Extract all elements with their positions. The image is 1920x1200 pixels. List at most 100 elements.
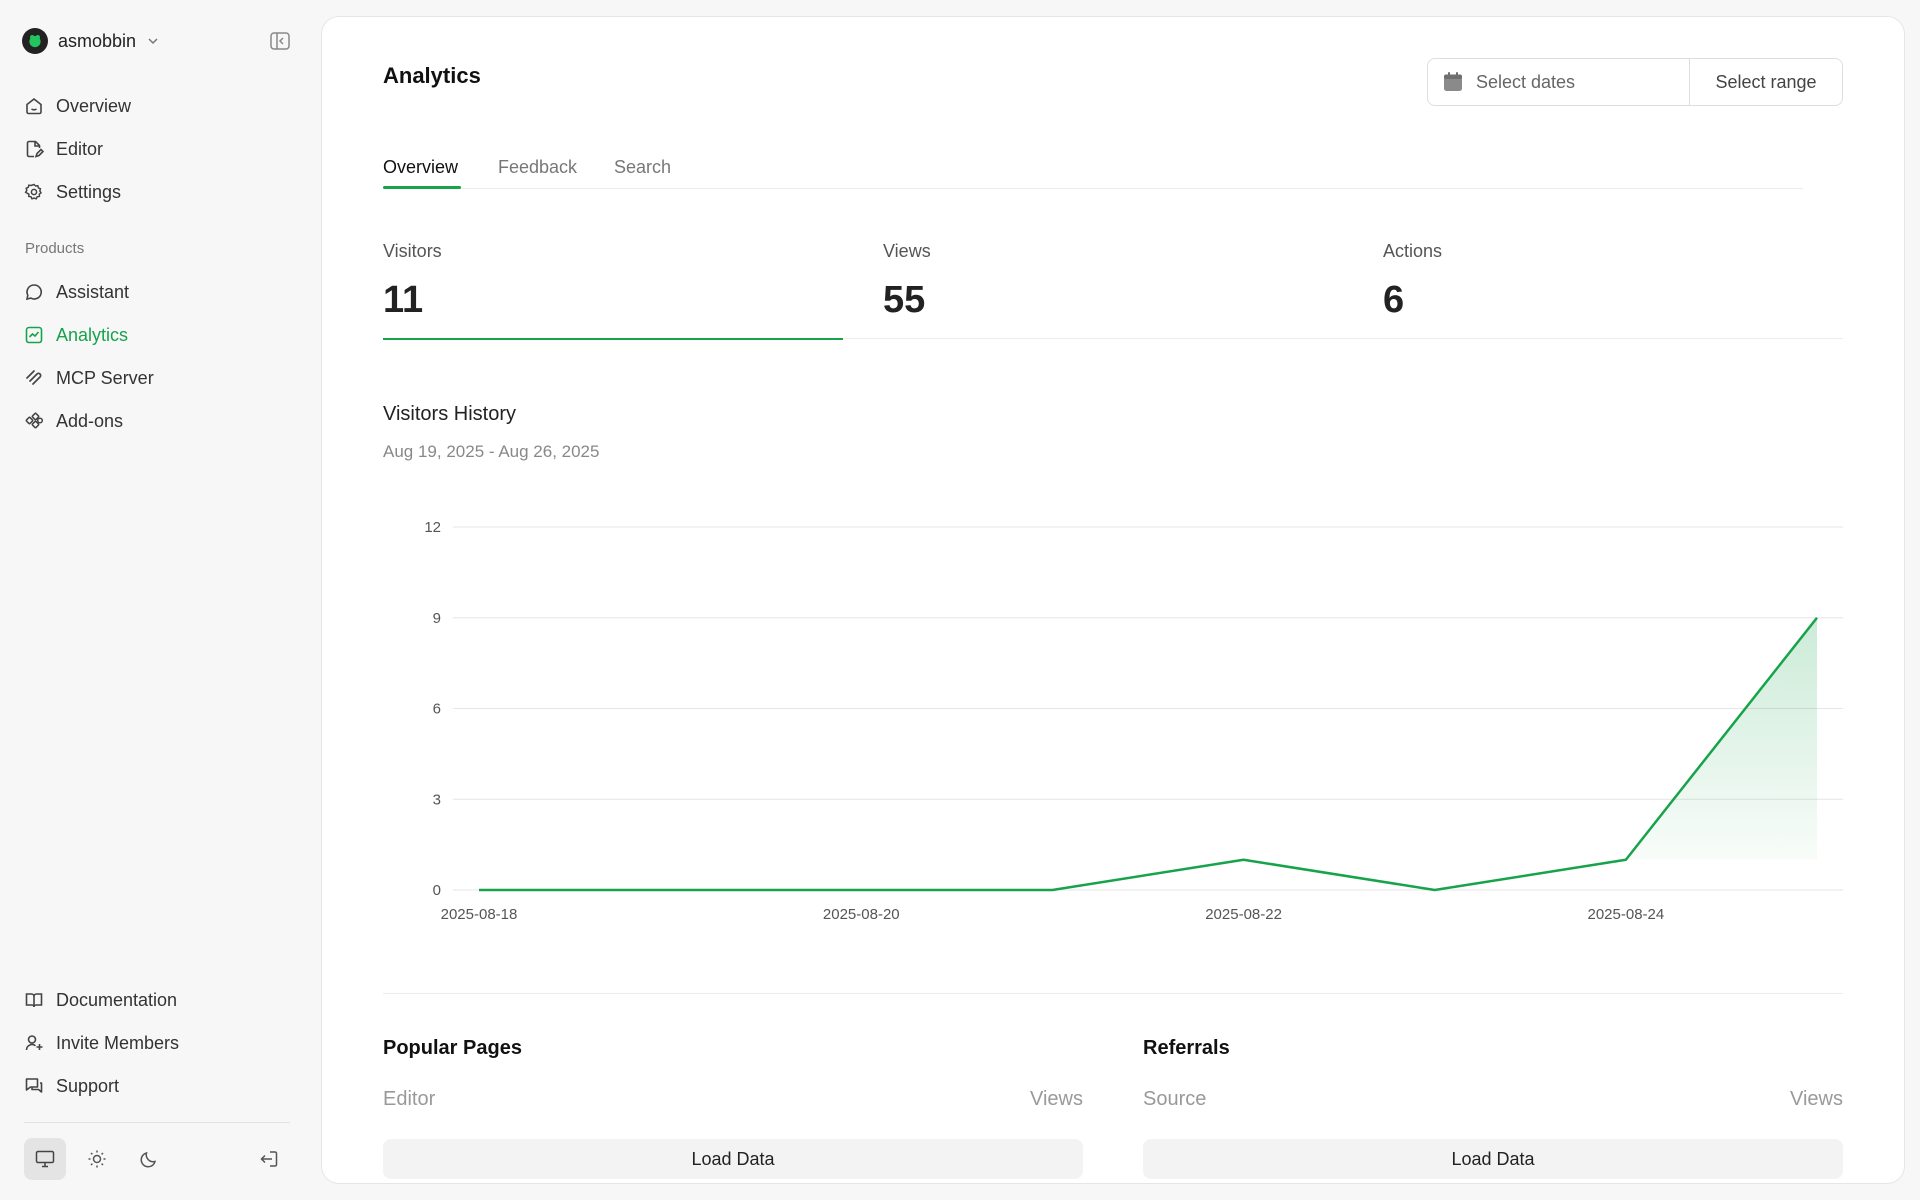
data-point <box>668 888 672 892</box>
x-tick-label: 2025-08-20 <box>823 906 900 923</box>
sidebar-item-label: Settings <box>56 181 122 202</box>
sidebar-item-label: Documentation <box>56 989 178 1010</box>
data-point <box>1624 858 1628 862</box>
logout-icon <box>260 1151 278 1167</box>
referrals-load-data-button[interactable]: Load Data <box>1143 1139 1843 1179</box>
popular-pages-header: Editor Views <box>383 1088 1083 1111</box>
data-point <box>1050 888 1054 892</box>
tab-overview[interactable]: Overview <box>383 157 459 177</box>
stat-label: Views <box>883 241 931 261</box>
visitors-history-chart: 0 3 6 9 12 2025-08-18 2025-08-20 2025-08-22 2025… <box>383 507 1843 937</box>
sidebar-item-documentation[interactable]: Documentation <box>24 984 177 1016</box>
sidebar-item-label: Overview <box>56 95 132 116</box>
sidebar-item-mcp-server[interactable]: MCP Server <box>24 362 154 394</box>
chat-icon <box>25 284 43 301</box>
chart-svg: 0 3 6 9 12 2025-08-18 2025-08-20 2025-08-22 2025… <box>424 519 1843 923</box>
stat-value: 6 <box>1383 279 1405 321</box>
date-range-picker: Select dates Select range <box>1427 58 1843 106</box>
y-tick-label: 12 <box>424 519 441 536</box>
data-point <box>1242 858 1246 862</box>
sidebar-item-label: Invite Members <box>56 1032 180 1053</box>
referrals-header: Source Views <box>1143 1088 1843 1111</box>
column-header-editor: Editor <box>383 1088 436 1110</box>
user-plus-icon <box>25 1035 43 1051</box>
stats-row: Visitors 11 Views 55 Actions 6 <box>383 223 1843 340</box>
sidebar-item-label: Add-ons <box>56 410 124 431</box>
chart-icon <box>25 326 43 344</box>
referrals-card: Referrals Source Views Load Data <box>1143 1037 1843 1179</box>
main-panel: Analytics Select dates Select range Over… <box>321 16 1905 1184</box>
data-point <box>1433 888 1437 892</box>
support-icon <box>25 1078 43 1093</box>
mcp-icon <box>26 370 42 385</box>
stat-actions[interactable]: Actions 6 <box>1383 223 1843 339</box>
chart-date-range: Aug 19, 2025 - Aug 26, 2025 <box>383 442 600 461</box>
stat-value: 55 <box>883 279 926 321</box>
theme-dark-button[interactable] <box>128 1138 170 1180</box>
sidebar-item-label: Analytics <box>56 324 129 345</box>
page-title: Analytics <box>383 63 481 88</box>
select-dates-input[interactable]: Select dates <box>1428 59 1690 105</box>
sun-icon <box>88 1150 106 1168</box>
sidebar: asmobbin Overview Editor Settings Produc… <box>0 0 320 1200</box>
stat-visitors[interactable]: Visitors 11 <box>383 223 843 340</box>
active-stat-indicator <box>383 338 843 340</box>
chart-title: Visitors History <box>383 403 516 425</box>
select-range-button[interactable]: Select range <box>1715 71 1817 92</box>
addons-icon <box>25 412 44 429</box>
data-point <box>1815 616 1819 620</box>
referrals-title: Referrals <box>1143 1037 1230 1059</box>
tab-feedback[interactable]: Feedback <box>498 157 578 177</box>
sidebar-item-label: MCP Server <box>56 367 154 388</box>
x-tick-label: 2025-08-24 <box>1587 906 1664 923</box>
y-tick-label: 0 <box>433 882 441 899</box>
org-switcher[interactable]: asmobbin <box>22 26 160 56</box>
x-tick-label: 2025-08-18 <box>441 906 518 923</box>
sidebar-item-overview[interactable]: Overview <box>24 90 131 122</box>
select-dates-placeholder: Select dates <box>1476 71 1576 92</box>
sidebar-item-add-ons[interactable]: Add-ons <box>24 405 123 437</box>
sidebar-divider <box>24 1122 290 1123</box>
y-tick-label: 9 <box>433 610 441 627</box>
tab-bar: Overview Feedback Search <box>383 137 1803 189</box>
sidebar-item-label: Editor <box>56 138 104 159</box>
y-tick-label: 3 <box>433 791 441 808</box>
sidebar-item-label: Support <box>56 1075 120 1096</box>
y-tick-label: 6 <box>433 701 441 718</box>
popular-pages-load-data-button[interactable]: Load Data <box>383 1139 1083 1179</box>
book-icon <box>25 993 43 1008</box>
theme-switcher <box>24 1138 170 1180</box>
logout-button[interactable] <box>254 1144 284 1174</box>
theme-light-button[interactable] <box>76 1138 118 1180</box>
sidebar-collapse-icon <box>270 32 290 50</box>
stat-views[interactable]: Views 55 <box>883 223 1343 339</box>
sidebar-item-label: Assistant <box>56 281 130 302</box>
active-tab-indicator <box>383 186 461 189</box>
sidebar-item-assistant[interactable]: Assistant <box>24 276 129 308</box>
data-point <box>477 888 481 892</box>
sidebar-item-editor[interactable]: Editor <box>24 133 103 165</box>
sidebar-item-support[interactable]: Support <box>24 1070 119 1102</box>
org-name: asmobbin <box>58 30 137 51</box>
tab-search[interactable]: Search <box>614 157 672 177</box>
theme-system-button[interactable] <box>24 1138 66 1180</box>
products-section-label: Products <box>25 240 85 257</box>
collapse-sidebar-button[interactable] <box>268 30 292 52</box>
org-logo-icon <box>22 28 48 54</box>
section-divider <box>383 993 1843 994</box>
column-header-source: Source <box>1143 1088 1207 1110</box>
sidebar-item-settings[interactable]: Settings <box>24 176 121 208</box>
sidebar-item-invite-members[interactable]: Invite Members <box>24 1027 179 1059</box>
data-point <box>859 888 863 892</box>
home-icon <box>26 97 42 115</box>
moon-icon <box>140 1151 157 1168</box>
gear-icon <box>24 183 42 200</box>
stat-value: 11 <box>383 279 424 321</box>
column-header-views: Views <box>1790 1088 1843 1110</box>
sidebar-item-analytics[interactable]: Analytics <box>24 319 128 351</box>
calendar-icon <box>1444 72 1462 91</box>
series-line <box>479 616 1818 892</box>
stat-label: Visitors <box>383 241 442 261</box>
popular-pages-title: Popular Pages <box>383 1037 522 1059</box>
